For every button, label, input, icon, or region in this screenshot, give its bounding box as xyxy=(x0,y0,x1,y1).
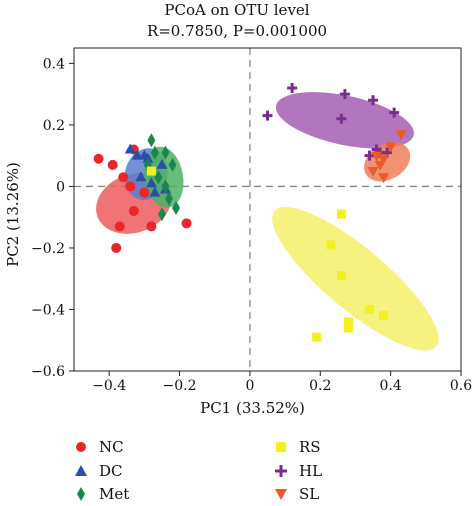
chart-legend: NC DC Met RS HL SL xyxy=(0,428,474,506)
point-met xyxy=(161,145,170,160)
point-nc xyxy=(128,206,139,217)
point-nc xyxy=(93,153,104,164)
point-hl xyxy=(262,110,273,121)
point-sl xyxy=(367,167,379,178)
legend-marker-dc xyxy=(75,465,87,476)
y-tick-label: −0.2 xyxy=(31,241,65,257)
point-dc xyxy=(156,158,168,169)
x-axis-label: PC1 (33.52%) xyxy=(200,399,305,417)
legend-label: SL xyxy=(299,485,320,503)
point-rs xyxy=(336,271,346,281)
x-tick-label: 0.4 xyxy=(380,378,402,394)
point-rs xyxy=(312,332,322,342)
x-tick-label: −0.2 xyxy=(163,378,197,394)
legend-label: HL xyxy=(299,462,323,480)
plot-frame xyxy=(73,47,462,372)
point-nc xyxy=(114,221,125,232)
legend-marker-hl xyxy=(275,465,287,477)
point-met xyxy=(147,133,156,148)
point-met xyxy=(150,145,159,160)
chart-title: PCoA on OTU level xyxy=(164,1,310,19)
point-nc xyxy=(107,159,118,170)
legend-marker-met xyxy=(77,487,85,501)
y-tick-label: −0.4 xyxy=(31,302,65,318)
chart-subtitle: R=0.7850, P=0.001000 xyxy=(146,22,328,40)
point-nc xyxy=(139,187,150,198)
point-hl xyxy=(336,113,347,124)
point-met xyxy=(154,170,163,185)
point-nc xyxy=(146,221,157,232)
point-sl xyxy=(395,130,407,141)
point-nc xyxy=(118,172,129,183)
legend-label: RS xyxy=(299,438,321,456)
point-met xyxy=(172,200,181,215)
point-dc xyxy=(142,152,154,163)
point-nc xyxy=(181,218,192,229)
point-rs xyxy=(379,311,389,321)
legend-label: Met xyxy=(99,485,130,503)
point-hl xyxy=(339,89,350,100)
point-sl xyxy=(385,142,397,153)
legend-marker-sl xyxy=(275,489,287,500)
point-rs xyxy=(343,317,353,327)
legend-label: NC xyxy=(99,438,124,456)
point-hl xyxy=(364,150,375,161)
y-tick-label: 0.4 xyxy=(43,56,65,72)
point-rs xyxy=(146,166,156,176)
y-axis-label: PC2 (13.26%) xyxy=(4,162,22,267)
point-hl xyxy=(287,82,298,93)
legend-marker-nc xyxy=(76,442,86,452)
point-sl xyxy=(378,173,390,184)
pcoa-scatter-plot: −0.4 −0.2 0 0.2 0.4 0.6 0.4 0.2 0 −0.2 −0.4 −0.6 PC1… xyxy=(4,47,472,417)
x-tick-label: −0.4 xyxy=(92,378,126,394)
legend-label: DC xyxy=(99,462,123,480)
point-hl xyxy=(368,95,379,106)
point-rs xyxy=(343,323,353,333)
ellipse-rs xyxy=(272,206,439,351)
point-rs xyxy=(365,304,375,314)
point-dc xyxy=(145,177,157,188)
x-tick-label: 0.2 xyxy=(309,378,331,394)
y-tick-label: 0.2 xyxy=(43,118,65,134)
y-tick-label: −0.6 xyxy=(31,364,65,380)
point-dc xyxy=(149,186,161,197)
point-dc xyxy=(124,143,136,154)
point-dc xyxy=(131,149,143,160)
point-rs xyxy=(326,240,336,250)
point-sl xyxy=(378,154,390,165)
point-met xyxy=(164,191,173,206)
point-sl xyxy=(371,151,383,162)
y-tick-label: 0 xyxy=(56,179,65,195)
ellipse-hl xyxy=(275,92,414,149)
point-nc xyxy=(125,181,136,192)
point-nc xyxy=(111,242,122,253)
legend-marker-rs xyxy=(276,442,286,452)
point-hl xyxy=(389,107,400,118)
point-met xyxy=(157,207,166,222)
x-tick-label: 0.6 xyxy=(450,378,472,394)
point-met xyxy=(168,157,177,172)
point-met xyxy=(161,179,170,194)
point-dc xyxy=(135,171,147,182)
point-rs xyxy=(336,209,346,219)
x-tick-label: 0 xyxy=(245,378,254,394)
point-sl xyxy=(374,160,386,171)
